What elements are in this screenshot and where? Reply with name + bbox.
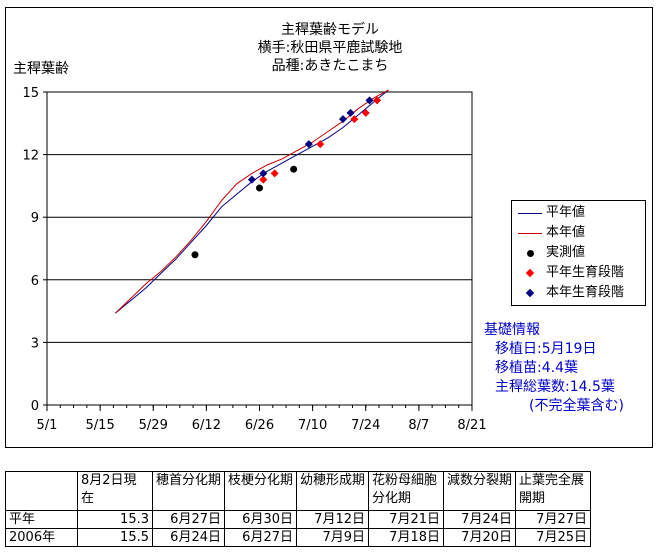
table-header-cell: 幼穂形成期	[296, 471, 369, 511]
legend-line-red-icon	[518, 233, 542, 234]
growth-stage-table: 8月2日現在 穂首分化期 枝梗分化期 幼穂形成期 花粉母細胞分化期 減数分裂期 …	[5, 471, 591, 547]
table-cell: 6月24日	[152, 528, 225, 547]
data-point-3	[373, 96, 382, 105]
data-point-4	[304, 140, 313, 149]
table-cell: 7月27日	[515, 510, 591, 529]
legend-item-honnen: 本年値	[516, 224, 585, 242]
table-cell: 7月25日	[515, 528, 591, 547]
x-tick-label: 7/10	[298, 418, 327, 433]
table-row: 平年 15.3 6月27日 6月30日 7月12日 7月21日 7月24日 7月…	[5, 510, 591, 529]
table-cell: 15.5	[77, 528, 153, 547]
chart-title-line-1: 主稈葉齢モデル	[281, 22, 379, 38]
data-point-4	[346, 108, 355, 117]
data-point-2	[256, 184, 263, 192]
y-tick-label: 12	[22, 149, 39, 164]
basic-info-line: 主稈総葉数:14.5葉	[495, 379, 615, 395]
table-header-cell	[5, 471, 78, 511]
x-tick-label: 5/1	[37, 418, 58, 433]
table-cell: 6月27日	[152, 510, 225, 529]
data-point-2	[290, 165, 298, 173]
y-tick-label: 9	[31, 211, 39, 226]
x-tick-label: 6/12	[192, 418, 221, 433]
legend-item-honnen-stage: 本年生育段階	[516, 284, 624, 302]
x-tick-label: 8/7	[408, 418, 429, 433]
table-cell: 7月21日	[368, 510, 444, 529]
x-tick-label: 6/26	[245, 418, 274, 433]
table-cell: 7月12日	[296, 510, 369, 529]
data-point-3	[259, 175, 268, 184]
chart-plot: 0 3 6 9 12 15 5/1 5/15 5/29 6/12 6/26 7/10 7/24 8/7 8/…	[22, 86, 486, 433]
y-axis-label: 主稈葉齢	[13, 61, 69, 77]
table-row: 2006年 15.5 6月24日 6月27日 7月9日 7月18日 7月20日 …	[5, 528, 591, 547]
table-header-cell: 花粉母細胞分化期	[368, 471, 444, 511]
chart-title-line-3: 品種:あきたこまち	[271, 58, 389, 74]
chart-title-line-2: 横手:秋田県平鹿試験地	[257, 40, 403, 56]
legend-item-heinen-stage: 平年生育段階	[516, 264, 624, 282]
legend-item-heinen: 平年値	[516, 204, 585, 222]
y-tick-label: 3	[31, 336, 39, 351]
y-tick-label: 6	[31, 274, 39, 289]
data-point-3	[270, 169, 279, 178]
basic-info-line: (不完全葉含む)	[529, 398, 624, 414]
table-cell: 15.3	[77, 510, 153, 529]
legend-label: 平年値	[546, 205, 586, 220]
data-point-4	[338, 115, 347, 124]
legend-circle-icon	[527, 250, 534, 257]
table-cell: 平年	[5, 510, 78, 529]
table-cell: 2006年	[5, 528, 78, 547]
table-header-row: 8月2日現在 穂首分化期 枝梗分化期 幼穂形成期 花粉母細胞分化期 減数分裂期 …	[5, 471, 591, 511]
legend-line-navy-icon	[518, 213, 542, 214]
data-point-4	[365, 96, 374, 105]
x-tick-label: 5/29	[139, 418, 168, 433]
table-header-cell: 止葉完全展開期	[515, 471, 591, 511]
table-cell: 7月20日	[443, 528, 516, 547]
basic-info-line: 移植苗:4.4葉	[495, 360, 578, 376]
legend-label: 平年生育段階	[546, 265, 625, 280]
basic-info: 基礎情報 移植日:5月19日 移植苗:4.4葉 主稈総葉数:14.5葉 (不完全…	[484, 321, 624, 416]
table-header-cell: 枝梗分化期	[224, 471, 297, 511]
basic-info-line: 移植日:5月19日	[495, 341, 597, 357]
x-tick-label: 7/24	[351, 418, 380, 433]
legend: 平年値 本年値 実測値 平年生育段階 本年生育段階	[511, 200, 646, 306]
x-tick-label: 8/21	[457, 418, 486, 433]
table-cell: 6月27日	[224, 528, 297, 547]
basic-info-heading: 基礎情報	[484, 322, 540, 338]
plot-area	[46, 91, 473, 406]
table-cell: 7月18日	[368, 528, 444, 547]
table-cell: 7月24日	[443, 510, 516, 529]
legend-item-jissoku: 実測値	[516, 244, 585, 262]
data-point-3	[350, 115, 359, 124]
y-tick-label: 15	[22, 86, 39, 101]
table-header-cell: 8月2日現在	[77, 471, 153, 511]
data-point-3	[316, 140, 325, 149]
data-point-2	[191, 251, 199, 259]
data-point-3	[361, 108, 370, 117]
table-header-cell: 減数分裂期	[443, 471, 516, 511]
table-header-cell: 穂首分化期	[152, 471, 225, 511]
x-tick-label: 5/15	[86, 418, 115, 433]
data-point-4	[259, 169, 268, 178]
data-point-4	[247, 175, 256, 184]
table-cell: 7月9日	[296, 528, 369, 547]
legend-label: 実測値	[546, 245, 586, 260]
y-tick-label: 0	[31, 399, 39, 414]
legend-label: 本年生育段階	[546, 285, 625, 300]
legend-label: 本年値	[546, 225, 586, 240]
legend-diamond-navy-icon	[525, 288, 535, 298]
legend-diamond-red-icon	[525, 268, 535, 278]
table-cell: 6月30日	[224, 510, 297, 529]
